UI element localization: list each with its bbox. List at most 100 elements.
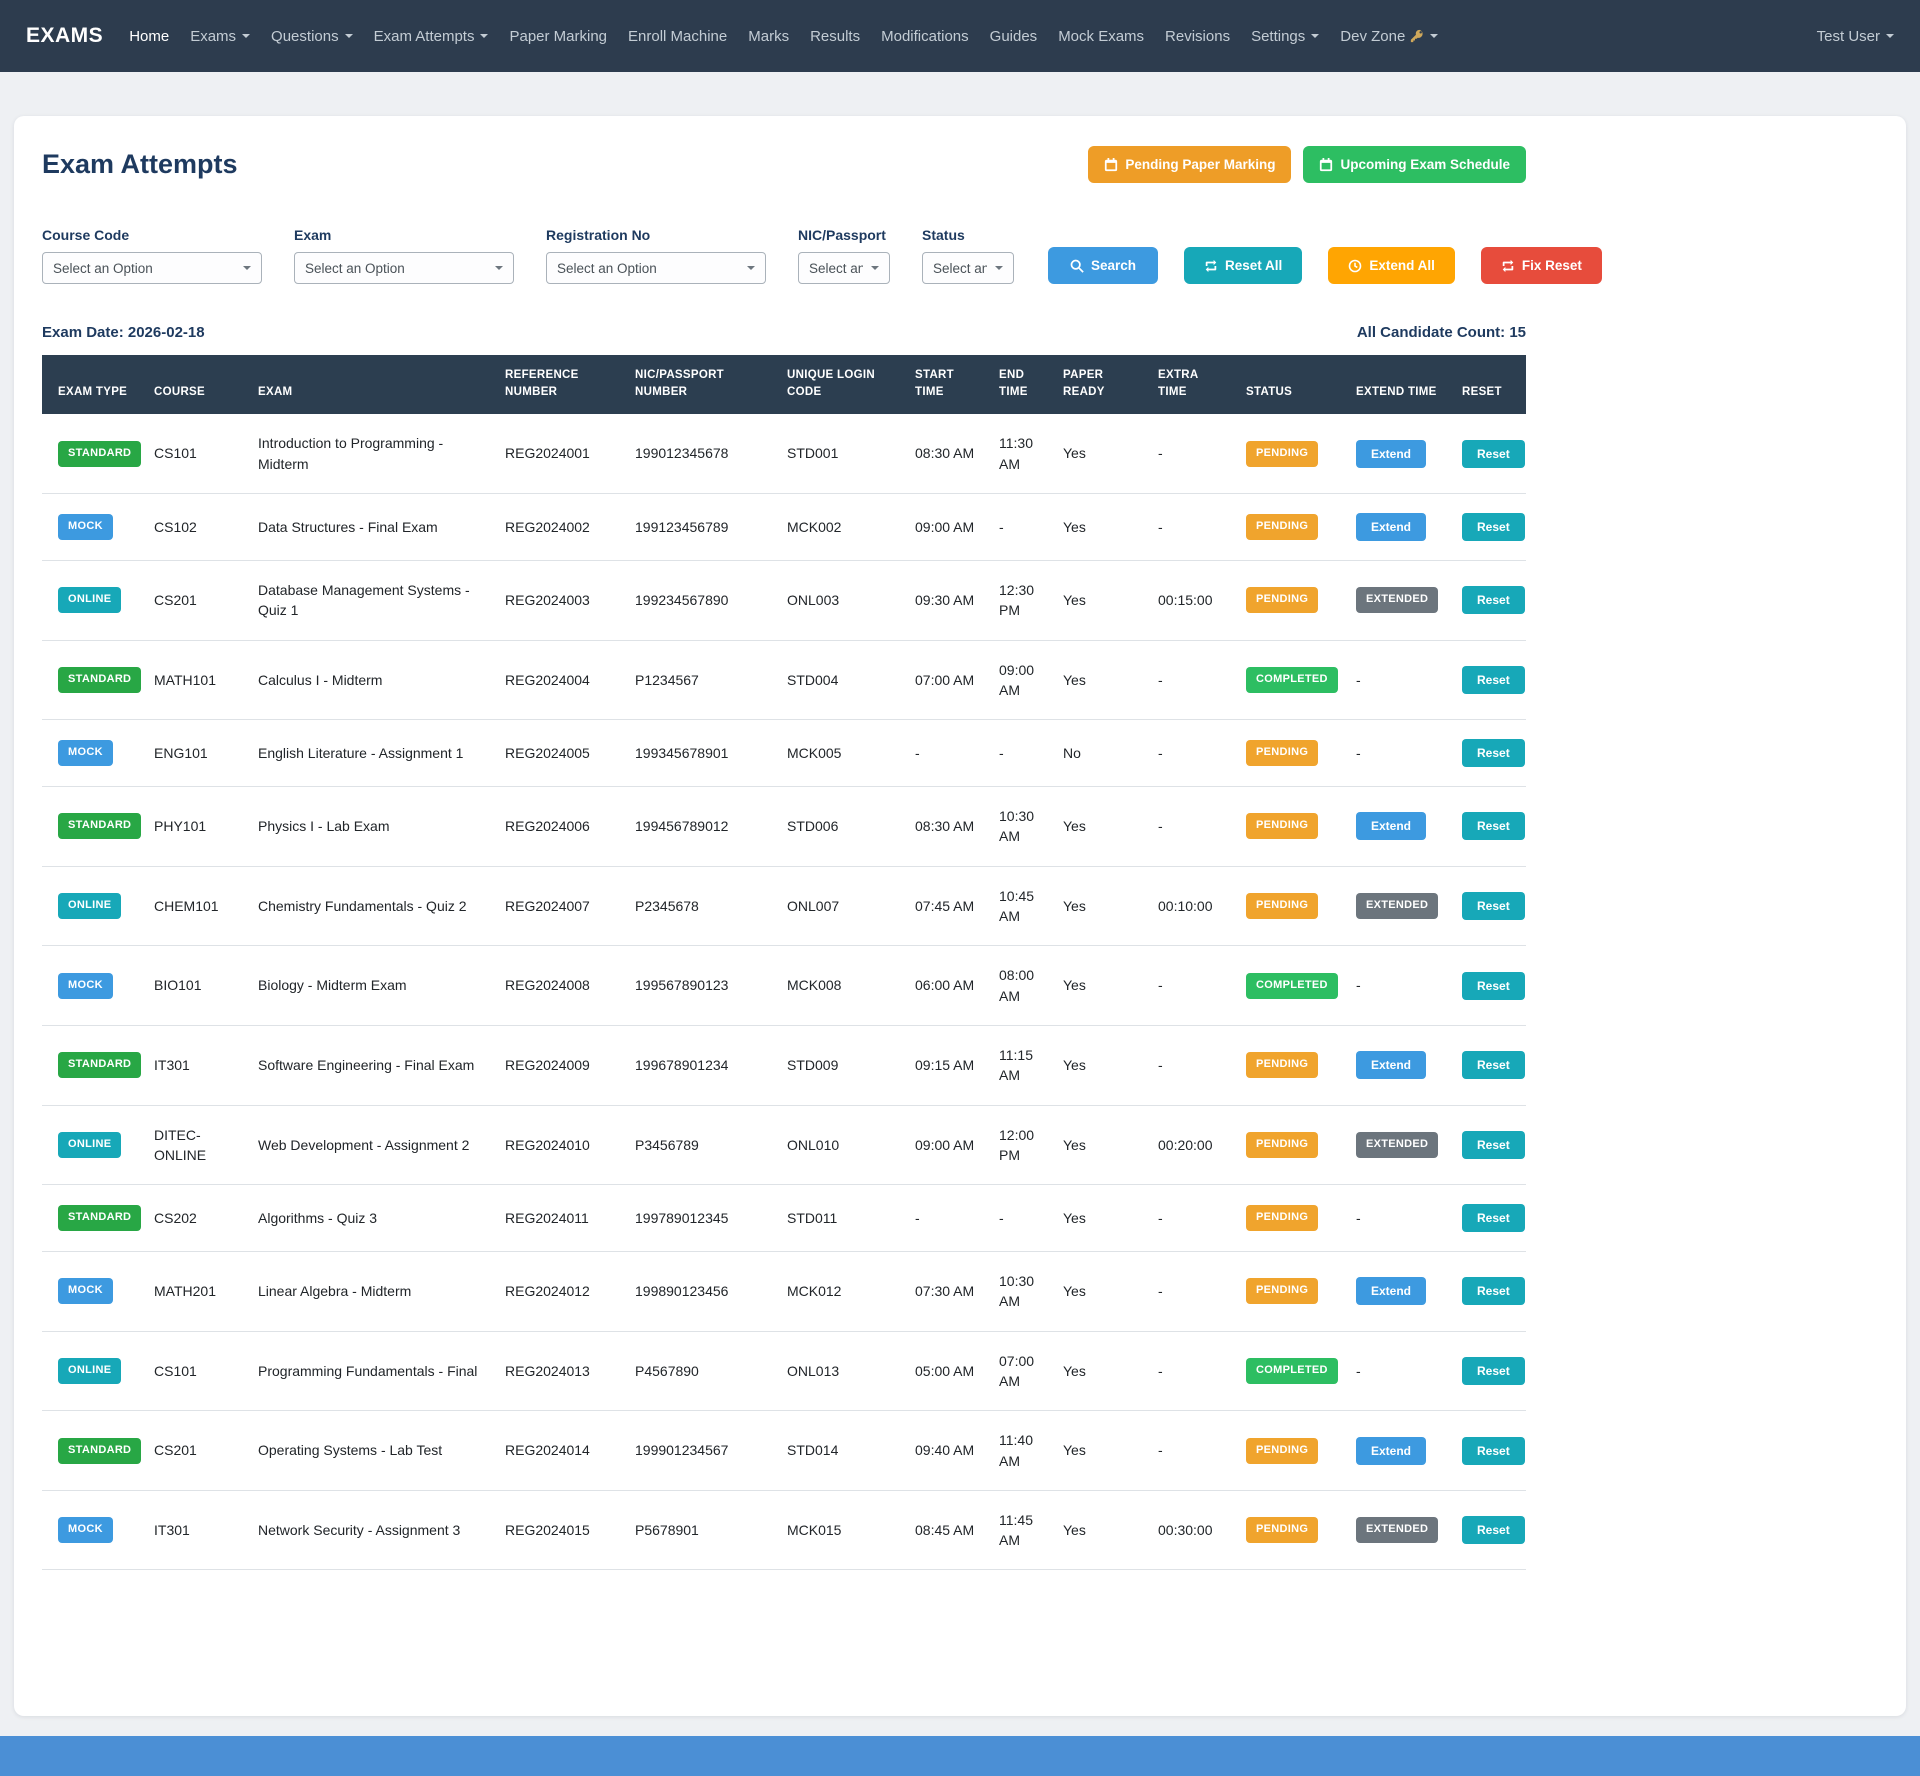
reset-button[interactable]: Reset xyxy=(1462,1277,1525,1306)
course-cell: CHEM101 xyxy=(146,866,250,947)
course-code-select[interactable]: Select an Option xyxy=(42,252,262,284)
reset-button[interactable]: Reset xyxy=(1462,1204,1525,1233)
exam-type-cell: MOCK xyxy=(42,493,146,561)
reset-button[interactable]: Reset xyxy=(1462,439,1525,468)
fix-reset-button[interactable]: Fix Reset xyxy=(1480,247,1602,284)
nav-item-exams[interactable]: Exams xyxy=(190,28,251,45)
pending-paper-marking-label: Pending Paper Marking xyxy=(1125,157,1276,172)
extend-button[interactable]: Extend xyxy=(1356,439,1427,468)
login-code-cell: MCK005 xyxy=(779,719,907,788)
nic-passport-cell: 199345678901 xyxy=(627,719,779,788)
reset-button[interactable]: Reset xyxy=(1462,1516,1525,1545)
clock-icon xyxy=(1348,259,1362,273)
reset-button[interactable]: Reset xyxy=(1462,1130,1525,1159)
filter-registration-no: Registration No Select an Option xyxy=(546,227,766,284)
reset-button[interactable]: Reset xyxy=(1462,1436,1525,1465)
extend-button[interactable]: Extend xyxy=(1356,1277,1427,1306)
start-time-cell: - xyxy=(907,1184,991,1253)
exam-cell: Physics I - Lab Exam xyxy=(250,786,497,867)
col-header-start-time: START TIME xyxy=(907,355,991,415)
status-select[interactable]: Select an ... xyxy=(922,252,1014,284)
reference-number-cell: REG2024007 xyxy=(497,866,627,947)
exam-select[interactable]: Select an Option xyxy=(294,252,514,284)
reset-button[interactable]: Reset xyxy=(1462,512,1525,541)
reset-button[interactable]: Reset xyxy=(1462,1356,1525,1385)
nic-passport-select[interactable]: Select an ... xyxy=(798,252,890,284)
nav-item-questions[interactable]: Questions xyxy=(271,28,353,45)
reset-all-button[interactable]: Reset All xyxy=(1184,247,1303,284)
reset-button[interactable]: Reset xyxy=(1462,665,1525,694)
user-menu[interactable]: Test User xyxy=(1817,28,1894,45)
reference-number-cell: REG2024002 xyxy=(497,493,627,561)
nav-item-paper-marking[interactable]: Paper Marking xyxy=(509,28,607,45)
reset-cell: Reset xyxy=(1454,1331,1526,1412)
search-button[interactable]: Search xyxy=(1048,247,1159,284)
filter-status: Status Select an ... xyxy=(922,227,1014,284)
extend-button[interactable]: Extend xyxy=(1356,1436,1427,1465)
nav-item-home[interactable]: Home xyxy=(129,28,169,45)
status-badge: PENDING xyxy=(1246,1052,1319,1079)
col-header-extend-time: EXTEND TIME xyxy=(1348,355,1454,415)
registration-no-select[interactable]: Select an Option xyxy=(546,252,766,284)
exam-cell: Introduction to Programming - Midterm xyxy=(250,414,497,494)
key-icon xyxy=(1410,29,1424,43)
reset-button[interactable]: Reset xyxy=(1462,586,1525,615)
extend-all-button[interactable]: Extend All xyxy=(1328,247,1455,284)
nav-item-label: Results xyxy=(810,27,861,45)
reset-button[interactable]: Reset xyxy=(1462,739,1525,768)
end-time-cell: 11:30 AM xyxy=(991,414,1055,494)
reset-cell: Reset xyxy=(1454,493,1526,561)
reset-cell: Reset xyxy=(1454,1410,1526,1491)
nav-item-settings[interactable]: Settings xyxy=(1251,28,1320,45)
status-cell: PENDING xyxy=(1238,1025,1348,1106)
fix-reset-label: Fix Reset xyxy=(1521,258,1582,273)
nav-item-mock-exams[interactable]: Mock Exams xyxy=(1058,28,1144,45)
status-badge: PENDING xyxy=(1246,740,1319,767)
extend-time-cell: EXTENDED xyxy=(1348,1105,1454,1186)
nav-item-results[interactable]: Results xyxy=(810,28,860,45)
exam-attempt-row: ONLINE CHEM101 Chemistry Fundamentals - Qu… xyxy=(42,866,1526,947)
chevron-down-icon xyxy=(243,266,251,270)
pending-paper-marking-button[interactable]: Pending Paper Marking xyxy=(1088,146,1292,183)
exam-type-badge: ONLINE xyxy=(58,1131,122,1158)
login-code-cell: MCK002 xyxy=(779,493,907,561)
nav-item-marks[interactable]: Marks xyxy=(748,28,789,45)
nav-item-enroll-machine[interactable]: Enroll Machine xyxy=(628,28,727,45)
page-title: Exam Attempts xyxy=(42,149,238,179)
extend-button[interactable]: Extend xyxy=(1356,512,1427,541)
nav-item-dev-zone[interactable]: Dev Zone xyxy=(1340,28,1439,45)
brand-logo[interactable]: EXAMS xyxy=(26,24,104,47)
filter-label: NIC/Passport xyxy=(798,227,886,243)
reset-button[interactable]: Reset xyxy=(1462,892,1525,921)
extend-button[interactable]: Extend xyxy=(1356,812,1427,841)
status-badge: PENDING xyxy=(1246,1205,1319,1232)
upcoming-exam-schedule-label: Upcoming Exam Schedule xyxy=(1340,157,1510,172)
course-cell: DITEC-ONLINE xyxy=(146,1105,250,1186)
nav-item-guides[interactable]: Guides xyxy=(990,28,1038,45)
repeat-icon xyxy=(1204,259,1218,273)
reset-button[interactable]: Reset xyxy=(1462,812,1525,841)
nav-item-exam-attempts[interactable]: Exam Attempts xyxy=(374,28,489,45)
end-time-cell: 07:00 AM xyxy=(991,1331,1055,1412)
exam-attempt-row: STANDARD MATH101 Calculus I - Midterm REG20… xyxy=(42,640,1526,721)
exam-type-badge: STANDARD xyxy=(58,1052,142,1079)
exam-type-badge: MOCK xyxy=(58,513,113,540)
nav-item-revisions[interactable]: Revisions xyxy=(1165,28,1230,45)
reset-button[interactable]: Reset xyxy=(1462,1051,1525,1080)
start-time-cell: 09:40 AM xyxy=(907,1410,991,1491)
reset-button[interactable]: Reset xyxy=(1462,971,1525,1000)
exam-type-cell: ONLINE xyxy=(42,866,146,947)
exam-type-cell: ONLINE xyxy=(42,1105,146,1186)
status-badge: PENDING xyxy=(1246,813,1319,840)
course-cell: CS102 xyxy=(146,493,250,561)
course-cell: ENG101 xyxy=(146,719,250,788)
nav-item-label: Exam Attempts xyxy=(373,27,475,45)
extend-button[interactable]: Extend xyxy=(1356,1051,1427,1080)
nav-item-modifications[interactable]: Modifications xyxy=(881,28,969,45)
nic-passport-cell: P2345678 xyxy=(627,866,779,947)
course-cell: MATH201 xyxy=(146,1251,250,1332)
exam-attempt-row: ONLINE CS201 Database Management Systems -… xyxy=(42,560,1526,641)
select-value: Select an Option xyxy=(53,260,153,276)
reset-cell: Reset xyxy=(1454,1490,1526,1571)
upcoming-exam-schedule-button[interactable]: Upcoming Exam Schedule xyxy=(1303,146,1526,183)
